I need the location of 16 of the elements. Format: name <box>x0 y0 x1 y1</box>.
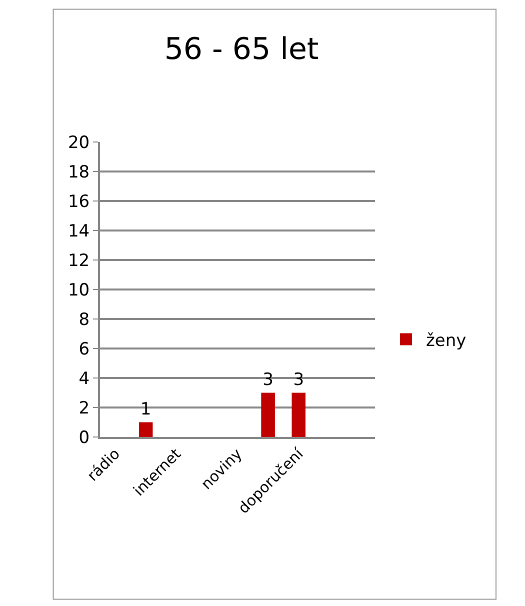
y-tick-label: 0 <box>78 428 90 448</box>
chart-title: 56 - 65 let <box>164 32 319 67</box>
y-tick-label: 18 <box>68 162 90 182</box>
y-tick-label: 12 <box>68 250 90 271</box>
y-tick-label: 14 <box>68 221 90 242</box>
y-tick-label: 10 <box>68 280 90 300</box>
y-tick-label: 20 <box>68 132 90 153</box>
legend-label: ženy <box>426 330 466 351</box>
y-tick-label: 2 <box>78 398 90 418</box>
y-tick-label: 8 <box>78 310 90 330</box>
y-tick-label: 6 <box>78 339 90 360</box>
data-label: 3 <box>262 370 274 390</box>
y-tick-label: 4 <box>78 368 90 389</box>
data-label: 1 <box>140 399 152 420</box>
data-label: 3 <box>293 370 304 390</box>
y-tick-label: 16 <box>68 192 90 212</box>
